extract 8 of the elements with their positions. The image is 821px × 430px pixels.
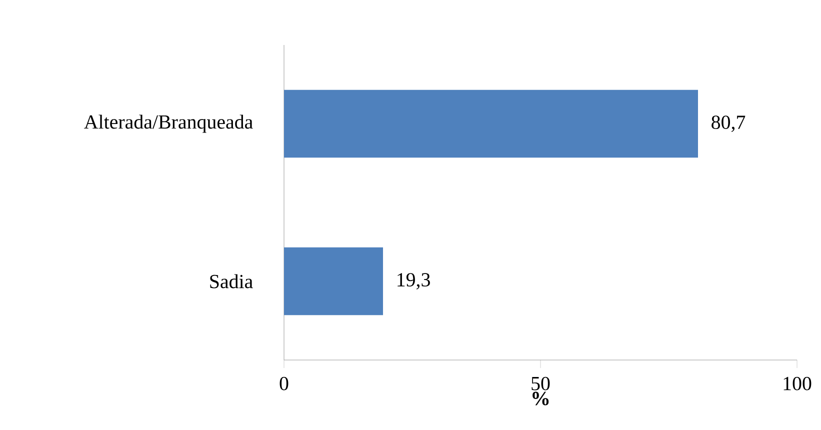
y-tick-label: Sadia [210, 274, 253, 288]
x-tick-label: 50 [532, 376, 550, 390]
data-label: 19,3 [398, 273, 430, 290]
x-tick-label: 0 [280, 376, 288, 390]
y-tick-label: Alterada/Branqueada [84, 114, 253, 133]
data-label: 80,7 [712, 116, 746, 132]
x-tick-label: 100 [784, 376, 812, 390]
x-axis-title: % [532, 392, 549, 406]
